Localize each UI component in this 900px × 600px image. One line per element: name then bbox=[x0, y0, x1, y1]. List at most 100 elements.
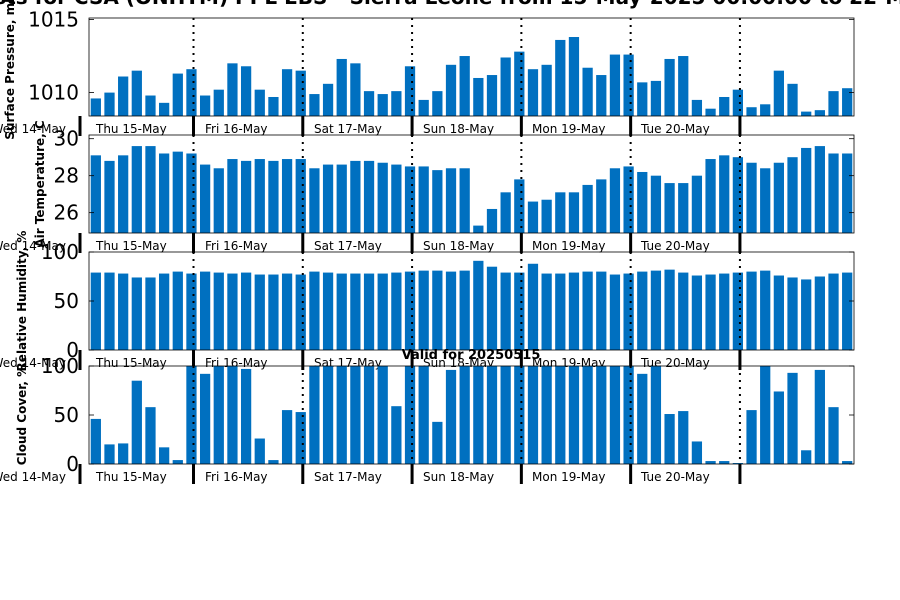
x-day-label: Fri 16-May bbox=[205, 239, 268, 253]
data-bar bbox=[172, 151, 183, 233]
data-bar bbox=[295, 412, 306, 464]
data-bar bbox=[309, 271, 320, 350]
data-bar bbox=[568, 37, 580, 117]
data-bar bbox=[650, 366, 662, 464]
data-bar bbox=[541, 64, 552, 116]
data-bar bbox=[760, 168, 771, 233]
data-bar bbox=[609, 274, 621, 350]
data-bar bbox=[787, 277, 798, 350]
x-day-label: Sat 17-May bbox=[314, 122, 382, 136]
chart-panel-2: 26 28 30 Air Temperature, CWed 14-May Thu 15… bbox=[0, 120, 855, 253]
data-bar bbox=[705, 159, 716, 233]
data-bar bbox=[172, 271, 183, 350]
data-bar bbox=[391, 91, 402, 116]
y-axis-label: Air Temperature, C bbox=[33, 120, 47, 248]
x-day-label: Sun 18-May bbox=[423, 122, 494, 136]
data-bar bbox=[295, 70, 306, 116]
data-bar bbox=[705, 461, 716, 464]
data-bar bbox=[131, 70, 142, 116]
data-bar bbox=[773, 275, 784, 350]
data-bar bbox=[227, 159, 238, 233]
data-bar bbox=[186, 273, 197, 350]
data-bar bbox=[773, 162, 784, 233]
data-bar bbox=[172, 73, 183, 116]
data-bar bbox=[746, 271, 757, 350]
data-bar bbox=[541, 273, 552, 350]
data-bar bbox=[664, 414, 675, 464]
x-day-label: Wed 14-May bbox=[0, 356, 66, 370]
data-bar bbox=[732, 272, 744, 350]
data-bar bbox=[404, 366, 416, 464]
data-bar bbox=[650, 175, 662, 233]
data-bar bbox=[159, 153, 170, 233]
plot-frame bbox=[88, 134, 855, 234]
data-bar bbox=[801, 279, 812, 350]
data-bar bbox=[828, 91, 839, 116]
data-bar bbox=[240, 160, 252, 233]
data-bar bbox=[309, 94, 320, 116]
data-bar bbox=[801, 111, 812, 116]
data-bar bbox=[240, 272, 252, 350]
data-bar bbox=[814, 276, 825, 350]
x-day-label: Fri 16-May bbox=[205, 122, 268, 136]
data-bar bbox=[90, 155, 101, 233]
data-bar bbox=[199, 271, 211, 350]
data-bar bbox=[541, 199, 552, 233]
data-bar bbox=[650, 270, 662, 350]
data-bar bbox=[609, 168, 621, 233]
data-bar bbox=[719, 155, 730, 233]
data-bar bbox=[240, 368, 252, 464]
data-bar bbox=[828, 153, 839, 233]
data-bar bbox=[281, 69, 293, 116]
y-tick-label: 1015 bbox=[28, 7, 79, 31]
data-bar bbox=[691, 441, 703, 464]
data-bar bbox=[568, 366, 580, 464]
data-bar bbox=[363, 160, 375, 233]
data-bar bbox=[609, 54, 621, 116]
x-day-label: Thu 15-May bbox=[95, 356, 167, 370]
data-bar bbox=[336, 366, 347, 464]
data-bar bbox=[159, 447, 170, 464]
x-day-label: Sun 18-May bbox=[423, 470, 494, 484]
data-bar bbox=[623, 54, 634, 116]
data-bar bbox=[281, 159, 293, 233]
data-bar bbox=[719, 273, 730, 350]
data-bar bbox=[473, 366, 484, 464]
data-bar bbox=[486, 366, 498, 464]
x-day-label: Thu 15-May bbox=[95, 470, 167, 484]
data-bar bbox=[623, 166, 634, 233]
data-bar bbox=[691, 99, 703, 116]
data-bar bbox=[322, 366, 334, 464]
data-bar bbox=[596, 75, 607, 116]
x-day-label: Wed 14-May bbox=[0, 470, 66, 484]
data-bar bbox=[568, 272, 580, 350]
data-bar bbox=[377, 94, 388, 116]
x-day-label: Sun 18-May bbox=[423, 239, 494, 253]
data-bar bbox=[473, 77, 484, 116]
data-bar bbox=[459, 270, 470, 350]
data-bar bbox=[678, 272, 689, 350]
data-bar bbox=[418, 99, 429, 116]
data-bar bbox=[555, 273, 566, 350]
data-bar bbox=[582, 67, 593, 116]
data-bar bbox=[732, 463, 744, 464]
data-bar bbox=[514, 366, 525, 464]
data-bar bbox=[322, 164, 334, 233]
data-bar bbox=[145, 146, 156, 233]
data-bar bbox=[377, 273, 388, 350]
data-bar bbox=[377, 162, 388, 233]
data-bar bbox=[842, 461, 853, 464]
data-bar bbox=[186, 153, 197, 233]
data-bar bbox=[404, 271, 416, 350]
data-bar bbox=[90, 98, 101, 116]
data-bar bbox=[445, 64, 457, 116]
data-bar bbox=[500, 272, 511, 350]
data-bar bbox=[500, 192, 511, 233]
data-bar bbox=[582, 366, 593, 464]
data-bar bbox=[213, 89, 224, 116]
data-bar bbox=[719, 96, 730, 116]
data-bar bbox=[596, 271, 607, 350]
data-bar bbox=[295, 274, 306, 350]
data-bar bbox=[254, 89, 265, 116]
data-bar bbox=[664, 269, 675, 350]
